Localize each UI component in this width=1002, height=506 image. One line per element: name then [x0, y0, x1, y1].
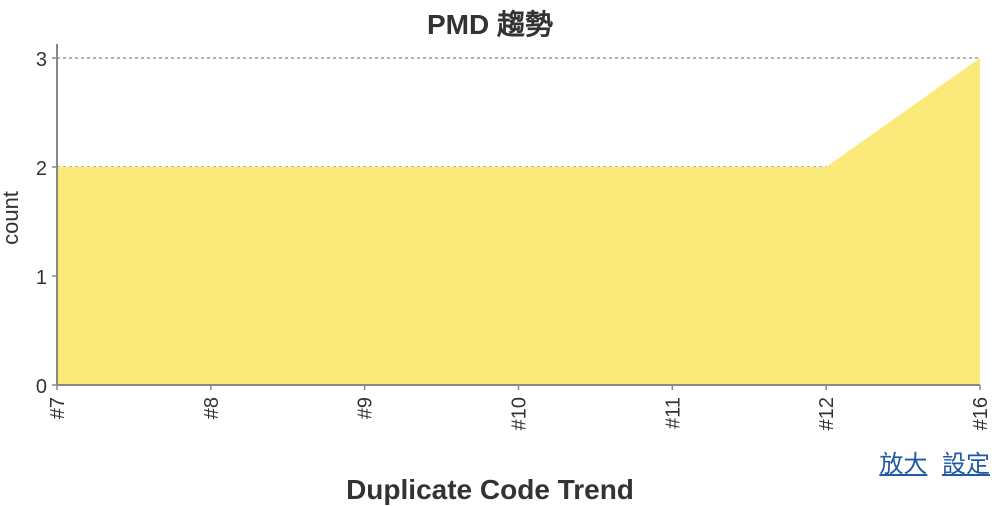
x-tick-label: #10: [509, 397, 531, 430]
y-tick-label: 2: [36, 158, 47, 180]
y-tick-label: 0: [36, 376, 47, 398]
zoom-link[interactable]: 放大: [879, 451, 928, 478]
next-chart-title: Duplicate Code Trend: [346, 474, 634, 505]
x-tick-label: #16: [970, 397, 992, 430]
x-tick-label: #11: [662, 397, 684, 429]
x-tick-label: #9: [355, 397, 377, 419]
y-axis-label: count: [0, 191, 23, 245]
y-tick-label: 1: [36, 267, 47, 289]
x-tick-label: #8: [201, 397, 223, 419]
chart-title: PMD 趨勢: [426, 9, 553, 40]
tick-layer: 0 1 2 3 #7 #8 #9 #10 #11 #12 #16: [36, 49, 992, 430]
x-tick-label: #7: [47, 397, 69, 419]
x-tick-label: #12: [816, 397, 838, 430]
chart-links: 放大 設定: [871, 444, 990, 479]
y-tick-label: 3: [36, 49, 47, 71]
area-series: [57, 58, 980, 385]
area-layer: [57, 58, 980, 385]
settings-link[interactable]: 設定: [942, 451, 990, 478]
trend-chart: 0 1 2 3 #7 #8 #9 #10 #11 #12 #16 count: [0, 44, 992, 430]
